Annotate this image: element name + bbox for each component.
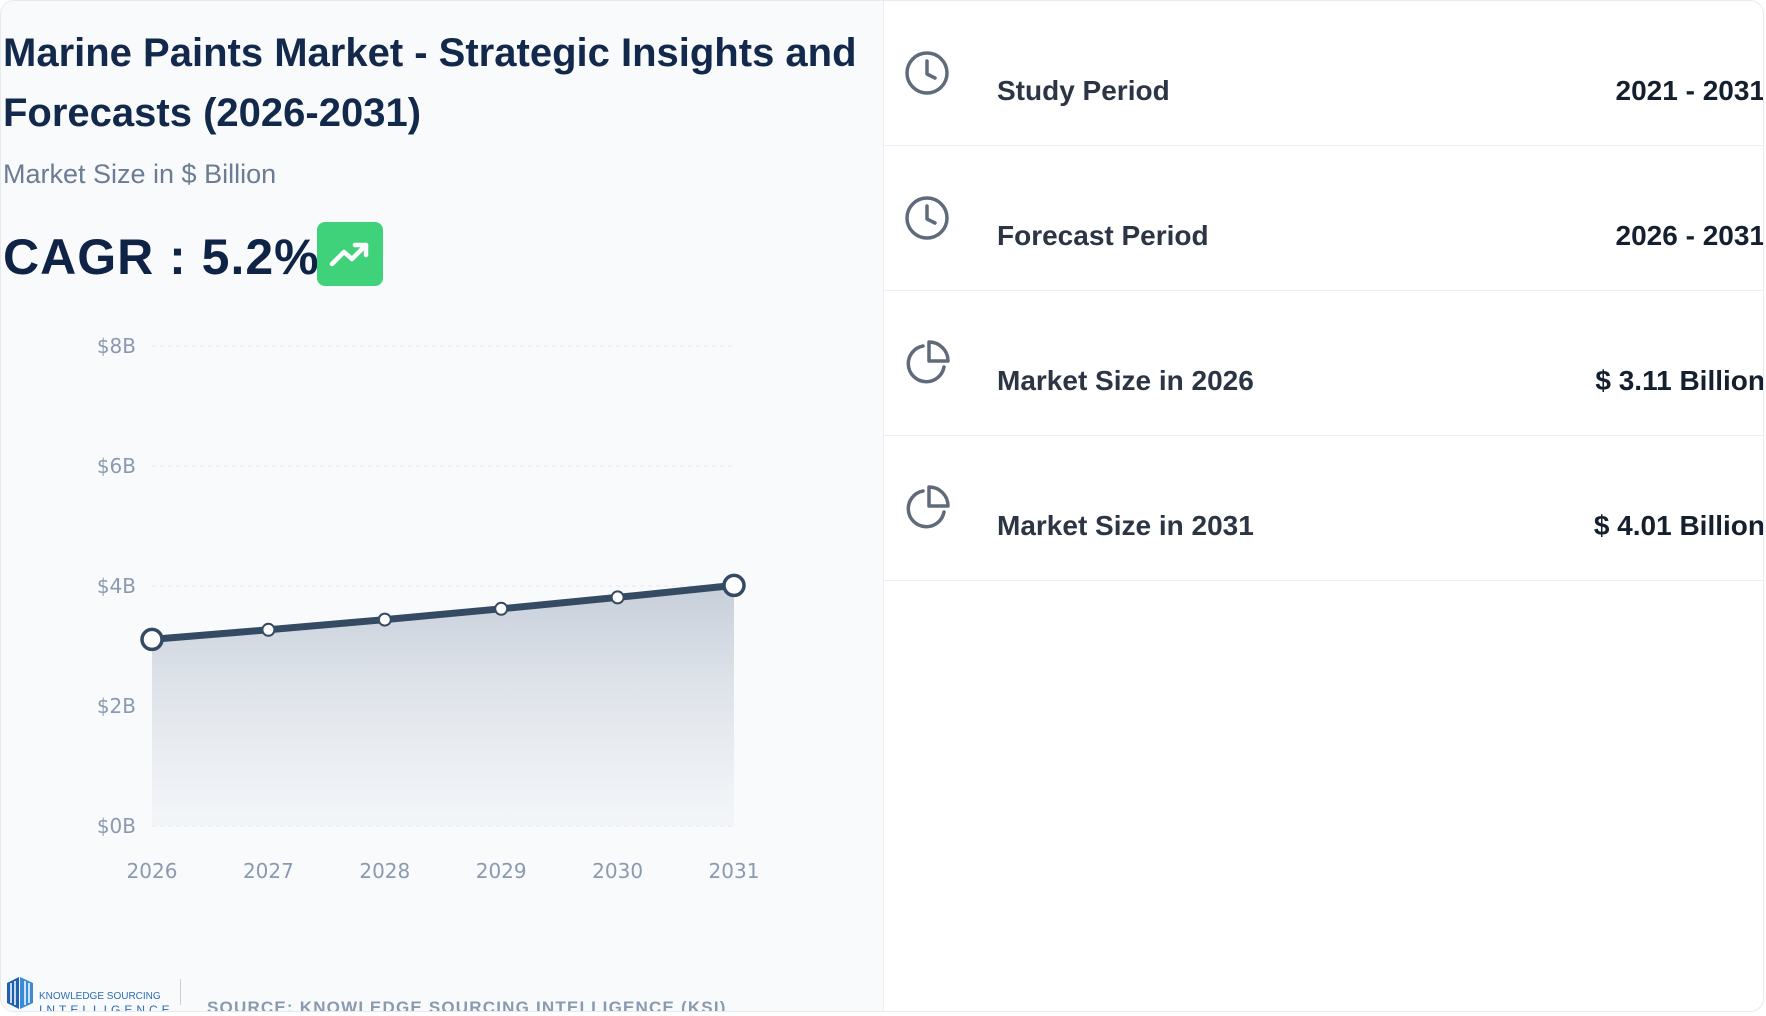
chart-area-fill <box>152 585 734 826</box>
pie-chart-icon <box>906 340 950 384</box>
ksi-logo-icon <box>7 977 33 1009</box>
y-tick-label: $2B <box>97 694 136 718</box>
stat-label: Study Period <box>997 75 1170 106</box>
x-tick-label: 2030 <box>592 859 643 883</box>
y-tick-label: $6B <box>97 454 136 478</box>
stat-value: $ 3.11 Billion <box>1595 365 1764 396</box>
chart-subtitle: Market Size in $ Billion <box>3 159 277 189</box>
source-note: SOURCE: KNOWLEDGE SOURCING INTELLIGENCE … <box>207 998 727 1012</box>
x-tick-label: 2031 <box>709 859 760 883</box>
data-point-2026 <box>140 627 164 652</box>
stat-row-forecast-period: Forecast Period 2026 - 2031 <box>884 146 1764 291</box>
stat-value: 2026 - 2031 <box>1615 220 1764 251</box>
clock-icon <box>905 51 949 95</box>
trending-up-icon <box>317 222 383 286</box>
stat-label: Forecast Period <box>997 220 1209 251</box>
cagr-value: CAGR : 5.2% <box>3 229 320 285</box>
cagr-row: CAGR : 5.2% <box>3 223 320 291</box>
stat-row-market-size-2026: Market Size in 2026 $ 3.11 Billion <box>884 291 1764 436</box>
x-tick-label: 2027 <box>243 859 294 883</box>
stat-label: Market Size in 2031 <box>997 510 1254 541</box>
footer: KNOWLEDGE SOURCING INTELLIGENCE SOURCE: … <box>1 973 884 1012</box>
y-tick-label: $8B <box>97 334 136 358</box>
y-tick-label: $0B <box>97 814 136 838</box>
data-point-2027 <box>261 622 276 637</box>
x-tick-label: 2026 <box>127 859 178 883</box>
logo-text-bottom: INTELLIGENCE <box>39 1003 174 1012</box>
clock-icon <box>905 196 949 240</box>
stat-label: Market Size in 2026 <box>997 365 1254 396</box>
data-point-2030 <box>610 590 625 605</box>
chart-panel: Marine Paints Market - Strategic Insight… <box>1 1 884 1011</box>
stats-panel: Study Period 2021 - 2031 Forecast Period… <box>884 1 1764 1011</box>
page-title: Marine Paints Market - Strategic Insight… <box>3 31 857 135</box>
chart-series-line <box>148 581 738 643</box>
stat-row-study-period: Study Period 2021 - 2031 <box>884 1 1764 146</box>
x-tick-label: 2028 <box>359 859 410 883</box>
y-tick-label: $4B <box>97 574 136 598</box>
data-point-2028 <box>377 612 392 627</box>
logo-text-top: KNOWLEDGE SOURCING <box>39 991 161 1002</box>
stat-value: $ 4.01 Billion <box>1593 510 1764 541</box>
pie-chart-icon <box>906 485 950 529</box>
stat-row-market-size-2031: Market Size in 2031 $ 4.01 Billion <box>884 436 1764 581</box>
data-point-2029 <box>494 601 509 616</box>
x-tick-label: 2029 <box>476 859 527 883</box>
data-point-2031 <box>722 573 746 598</box>
footer-divider <box>180 979 181 1005</box>
stat-value: 2021 - 2031 <box>1615 75 1764 106</box>
market-size-chart: $0B $2B $4B $6B $8B 2026 2027 2028 2029 2030 2031 <box>97 334 760 883</box>
